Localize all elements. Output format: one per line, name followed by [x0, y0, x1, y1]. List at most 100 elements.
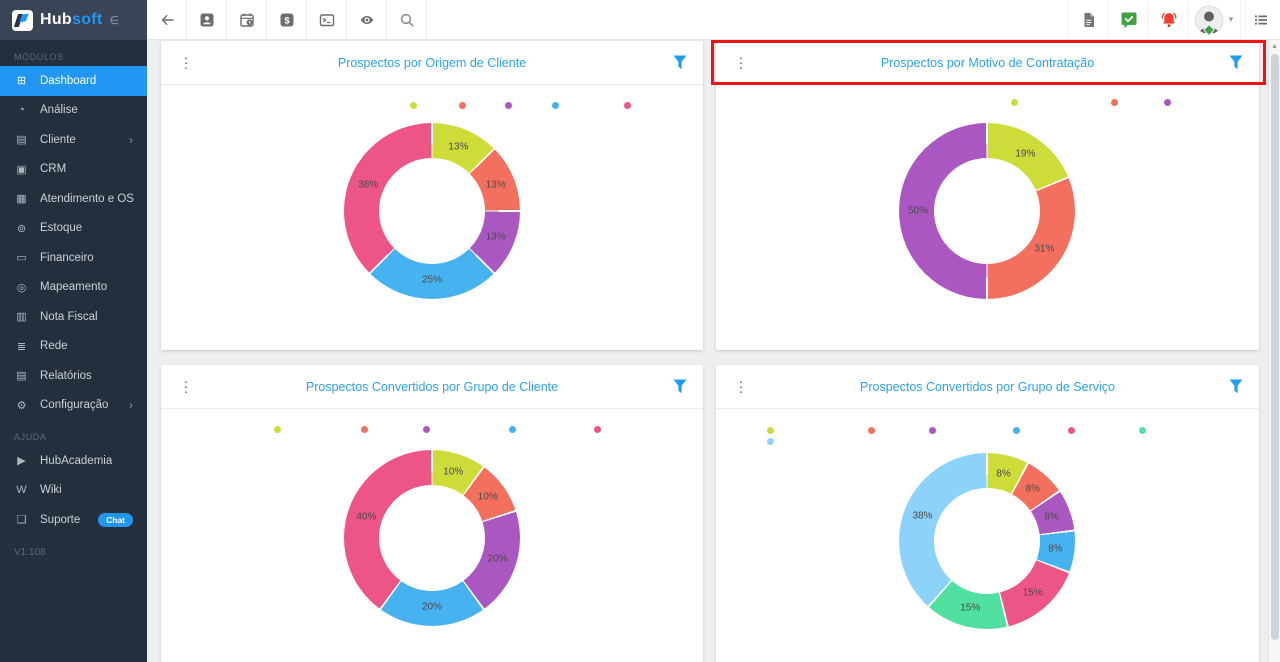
- sidebar-item-dashboard[interactable]: ⊞ Dashboard: [0, 66, 147, 96]
- legend-dot[interactable]: [767, 427, 774, 434]
- chevron-right-icon: ›: [129, 132, 133, 147]
- network-icon: ≣: [16, 340, 27, 353]
- filter-icon[interactable]: [673, 55, 687, 70]
- scroll-up-icon[interactable]: ▲: [1271, 43, 1278, 50]
- sidebar-item-an-lise[interactable]: ◔ Análise: [0, 96, 147, 126]
- legend-dot[interactable]: [509, 426, 516, 433]
- legend-dot[interactable]: [505, 102, 512, 109]
- donut-ring[interactable]: [344, 450, 520, 626]
- sidebar-item-relat-rios[interactable]: ▤ Relatórios: [0, 361, 147, 391]
- legend-dot[interactable]: [929, 427, 936, 434]
- sidebar-item-configura-o[interactable]: ⚙ Configuração ›: [0, 391, 147, 421]
- donut-ring[interactable]: [899, 453, 1075, 629]
- filter-icon[interactable]: [1229, 379, 1243, 394]
- pdf-export-icon[interactable]: [1068, 0, 1108, 39]
- sidebar-item-label: Suporte: [40, 513, 81, 526]
- invoice-icon: ▥: [16, 311, 27, 324]
- legend-dot[interactable]: [868, 427, 875, 434]
- sidebar-item-estoque[interactable]: ⊚ Estoque: [0, 214, 147, 244]
- chart-card-motivo-contratacao: ⋮ Prospectos por Motivo de Contratação 1…: [716, 41, 1259, 350]
- contacts-icon[interactable]: [187, 0, 227, 39]
- top-toolbar: $ ▼: [147, 0, 1280, 40]
- sidebar-item-hubacademia[interactable]: ▶ HubAcademia: [0, 446, 147, 476]
- user-avatar[interactable]: ▼: [1188, 0, 1240, 39]
- legend-dot[interactable]: [624, 102, 631, 109]
- slice-percent-label: 40%: [356, 511, 377, 523]
- menu-list-icon[interactable]: [1240, 0, 1280, 39]
- slice-percent-label: 38%: [912, 510, 933, 522]
- slice-percent-label: 20%: [487, 553, 508, 565]
- sidebar-item-suporte[interactable]: ❏ Suporte Chat: [0, 505, 147, 535]
- sidebar-item-wiki[interactable]: W Wiki: [0, 476, 147, 506]
- sidebar-item-nota-fiscal[interactable]: ▥ Nota Fiscal: [0, 302, 147, 332]
- legend-dot[interactable]: [410, 102, 417, 109]
- legend-dot[interactable]: [1068, 427, 1075, 434]
- filter-icon[interactable]: [673, 379, 687, 394]
- sidebar-item-mapeamento[interactable]: ◎ Mapeamento: [0, 273, 147, 303]
- legend-dot[interactable]: [361, 426, 368, 433]
- scroll-thumb[interactable]: [1270, 54, 1279, 640]
- sidebar-item-rede[interactable]: ≣ Rede: [0, 332, 147, 362]
- vertical-scrollbar[interactable]: ▲: [1268, 40, 1280, 662]
- slice-percent-label: 10%: [443, 466, 464, 478]
- legend-dot[interactable]: [274, 426, 281, 433]
- chart-card-convertidos-grupo-cliente: ⋮ Prospectos Convertidos por Grupo de Cl…: [161, 365, 703, 662]
- kebab-menu-icon[interactable]: ⋮: [179, 54, 193, 70]
- sidebar-item-label: HubAcademia: [40, 454, 113, 467]
- sidebar-item-crm[interactable]: ▣ CRM: [0, 155, 147, 185]
- slice-percent-label: 31%: [1034, 243, 1055, 255]
- sidebar-item-label: Financeiro: [40, 251, 94, 264]
- kebab-menu-icon[interactable]: ⋮: [179, 378, 193, 394]
- hubsoft-logo-icon: [12, 9, 33, 31]
- dashboard-content: ⋮ Prospectos por Origem de Cliente 13% 13…: [147, 40, 1268, 662]
- legend-dot[interactable]: [552, 102, 559, 109]
- filter-icon[interactable]: [1229, 55, 1243, 70]
- kebab-menu-icon[interactable]: ⋮: [734, 378, 748, 394]
- logo-text: Hubsoft: [40, 11, 103, 28]
- schedule-icon[interactable]: [227, 0, 267, 39]
- legend-dot[interactable]: [459, 102, 466, 109]
- back-arrow-icon[interactable]: [147, 0, 187, 39]
- chat-badge: Chat: [98, 512, 133, 527]
- sidebar-item-label: Dashboard: [40, 74, 97, 87]
- donut-ring[interactable]: [344, 123, 520, 299]
- legend-dot[interactable]: [1013, 427, 1020, 434]
- legend-dot[interactable]: [1011, 99, 1018, 106]
- donut-ring[interactable]: [899, 123, 1075, 299]
- sidebar-collapse-icon[interactable]: ∈: [109, 14, 120, 27]
- legend-dot[interactable]: [767, 438, 774, 445]
- sidebar-section-label: AJUDA: [14, 432, 47, 442]
- donut-hole: [934, 158, 1040, 264]
- notifications-icon[interactable]: [1148, 0, 1188, 39]
- sidebar-item-cliente[interactable]: ▤ Cliente ›: [0, 125, 147, 155]
- chart-title: Prospectos por Motivo de Contratação: [880, 56, 1095, 70]
- sidebar-item-label: Cliente: [40, 133, 76, 146]
- chart-card-origem-cliente: ⋮ Prospectos por Origem de Cliente 13% 13…: [161, 41, 703, 350]
- slice-percent-label: 10%: [477, 491, 498, 503]
- terminal-icon[interactable]: [307, 0, 347, 39]
- slice-percent-label: 25%: [421, 274, 443, 286]
- sidebar-item-label: Configuração: [40, 399, 109, 412]
- sidebar-item-atendimento-e-os[interactable]: ▦ Atendimento e OS: [0, 184, 147, 214]
- chart-title: Prospectos Convertidos por Grupo de Serv…: [860, 380, 1115, 394]
- slice-percent-label: 13%: [485, 231, 506, 243]
- legend-dot[interactable]: [1139, 427, 1146, 434]
- stock-icon: ⊚: [16, 222, 27, 235]
- kebab-menu-icon[interactable]: ⋮: [734, 54, 748, 70]
- sidebar-section-label: MÓDULOS: [14, 52, 64, 62]
- card-header: ⋮ Prospectos por Origem de Cliente: [161, 41, 703, 85]
- sidebar-item-financeiro[interactable]: ▭ Financeiro: [0, 243, 147, 273]
- visibility-icon[interactable]: [347, 0, 387, 39]
- legend-dot[interactable]: [423, 426, 430, 433]
- sidebar-item-label: Rede: [40, 340, 68, 353]
- chat-approved-icon[interactable]: [1108, 0, 1148, 39]
- crm-icon: ▣: [16, 163, 27, 176]
- sidebar-item-label: Nota Fiscal: [40, 310, 98, 323]
- search-icon[interactable]: [387, 0, 427, 39]
- legend-dot[interactable]: [594, 426, 601, 433]
- billing-icon[interactable]: $: [267, 0, 307, 39]
- chart-card-convertidos-grupo-servico: ⋮ Prospectos Convertidos por Grupo de Se…: [716, 365, 1259, 662]
- legend-dot[interactable]: [1111, 99, 1118, 106]
- logo[interactable]: Hubsoft ∈: [0, 0, 147, 40]
- legend-dot[interactable]: [1164, 99, 1171, 106]
